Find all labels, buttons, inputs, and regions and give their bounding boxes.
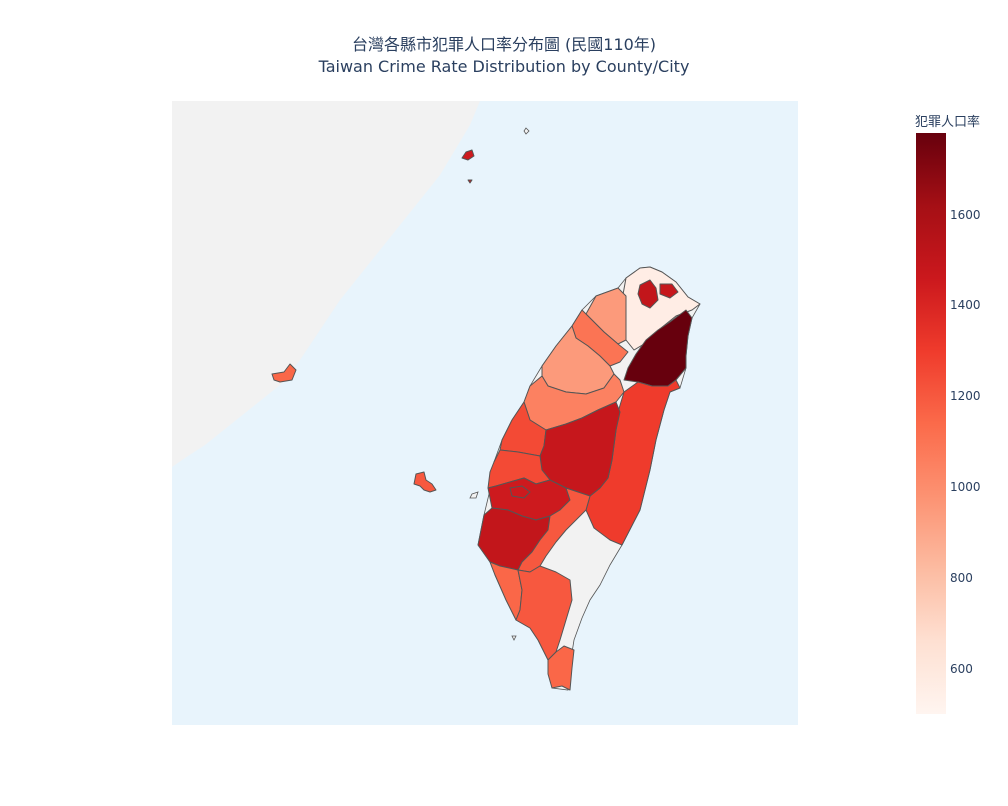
county-region[interactable]	[515, 565, 573, 661]
colorbar-tick-label: 1600	[950, 207, 981, 222]
colorbar-tick-label: 1000	[950, 480, 981, 495]
county-region[interactable]	[547, 645, 575, 691]
colorbar-title: 犯罪人口率	[915, 115, 981, 130]
islet	[469, 491, 479, 499]
colorbar-tick-label: 600	[950, 661, 973, 676]
mainland-landmass	[172, 101, 480, 467]
county-region[interactable]	[461, 149, 475, 161]
colorbar-tick-label: 1400	[950, 298, 981, 313]
county-region[interactable]	[659, 283, 679, 299]
map-title: 台灣各縣市犯罪人口率分布圖 (民國110年) Taiwan Crime Rate…	[0, 34, 1008, 78]
county-region[interactable]	[271, 363, 297, 383]
colorbar-tick-label: 800	[950, 570, 973, 585]
islet	[523, 127, 530, 135]
choropleth-map[interactable]	[172, 101, 798, 725]
county-region[interactable]	[467, 179, 473, 184]
map-title-chinese: 台灣各縣市犯罪人口率分布圖 (民國110年)	[351, 35, 657, 54]
county-region[interactable]	[413, 471, 437, 493]
county-region[interactable]	[637, 279, 659, 309]
map-title-english: Taiwan Crime Rate Distribution by County…	[318, 57, 690, 76]
map-area[interactable]	[172, 101, 798, 725]
colorbar	[916, 133, 946, 714]
colorbar-tick-label: 1200	[950, 389, 981, 404]
islet	[511, 635, 517, 641]
county-region[interactable]	[509, 485, 531, 499]
